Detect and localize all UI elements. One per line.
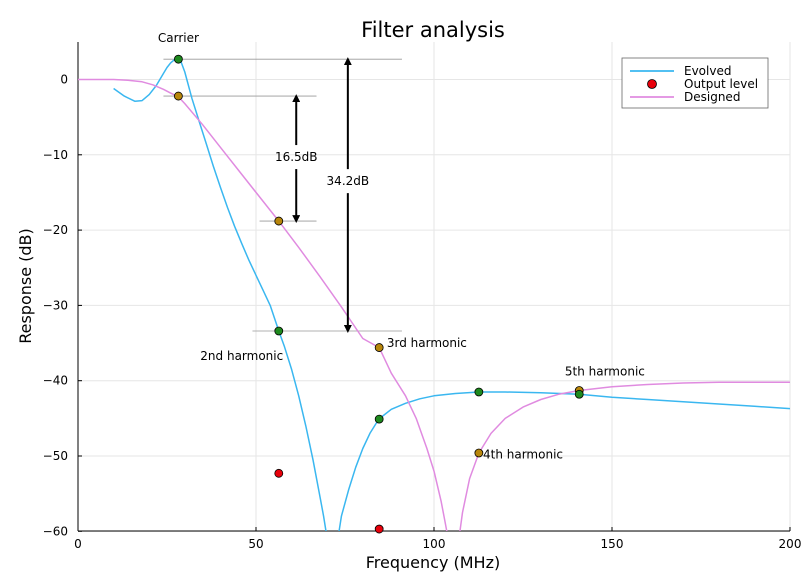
legend-dot-symbol (647, 79, 657, 89)
annotation-label: 3rd harmonic (387, 336, 467, 350)
output-level-point (474, 448, 484, 458)
y-tick-label: −60 (43, 524, 68, 538)
output-level-point (173, 54, 183, 64)
y-axis-label: Response (dB) (16, 228, 35, 344)
y-tick-label: −30 (43, 298, 68, 312)
annotations: Carrier 2nd harmonic 3rd harmonic 4th harmo… (158, 31, 645, 461)
output-level-point (574, 389, 584, 399)
output-level-point (374, 414, 384, 424)
series-line-evolved (113, 58, 327, 531)
reference-lines (163, 58, 402, 332)
annotation-label: 5th harmonic (565, 365, 645, 379)
output-level-point (274, 468, 284, 478)
y-tick-labels: 0 −10 −20 −30 −40 −50 −60 (43, 73, 82, 538)
x-tick-label: 200 (779, 537, 802, 551)
chart-title: Filter analysis (361, 18, 505, 42)
x-tick-labels: 0 50 100 150 200 (74, 527, 801, 551)
x-tick-label: 50 (248, 537, 263, 551)
series-line-evolved-2 (338, 391, 790, 531)
output-level-point (274, 326, 284, 336)
output-level-point (173, 91, 183, 101)
legend-label: Designed (684, 90, 740, 104)
annotation-label: 2nd harmonic (200, 349, 283, 363)
output-level-point (274, 216, 284, 226)
output-level-point (474, 387, 484, 397)
annotation-label: 4th harmonic (483, 447, 563, 461)
output-level-points (173, 54, 584, 534)
series-line-designed-2 (459, 381, 790, 531)
x-tick-label: 0 (74, 537, 82, 551)
x-axis-label: Frequency (MHz) (366, 553, 500, 572)
y-tick-label: −20 (43, 223, 68, 237)
y-tick-label: −10 (43, 148, 68, 162)
arrow-label: 16.5dB (275, 150, 318, 164)
x-tick-label: 150 (601, 537, 624, 551)
output-level-point (374, 524, 384, 534)
arrow-label: 34.2dB (327, 174, 370, 188)
y-tick-label: −40 (43, 374, 68, 388)
y-tick-label: −50 (43, 449, 68, 463)
legend-label: Evolved (684, 64, 731, 78)
legend-label: Output level (684, 77, 758, 91)
annotation-label: Carrier (158, 31, 199, 45)
legend-box (621, 57, 769, 109)
grid-lines (77, 42, 791, 532)
y-tick-label: 0 (60, 73, 68, 87)
output-level-point (374, 343, 384, 352)
x-tick-label: 100 (423, 537, 446, 551)
arrows: 16.5dB 34.2dB (275, 57, 370, 334)
series-line-designed (78, 78, 448, 531)
